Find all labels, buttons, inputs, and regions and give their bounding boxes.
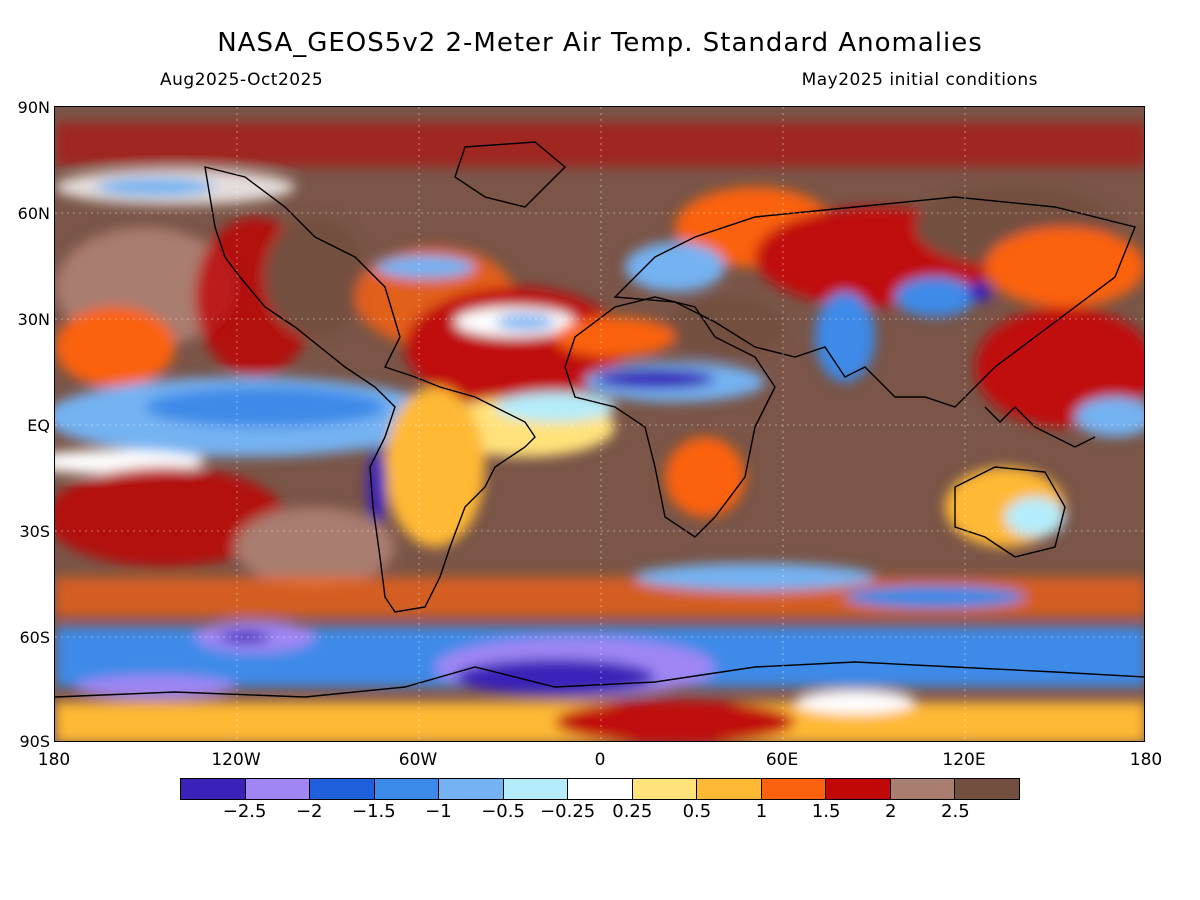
colorbar-label: 1.5	[811, 801, 841, 822]
colorbar-box	[632, 779, 698, 799]
lat-label-eq: EQ	[27, 416, 50, 435]
coastlines	[55, 141, 1144, 698]
colorbar-label: 0.5	[682, 801, 712, 822]
colorbar-box	[697, 779, 762, 799]
colorbar-label: −2.5	[222, 801, 267, 822]
lat-label-90s: 90S	[19, 732, 50, 751]
colorbar-label: −1	[425, 801, 452, 822]
colorbar-box	[245, 779, 311, 799]
colorbar-box	[503, 779, 569, 799]
colorbar-box	[890, 779, 956, 799]
chart-title: NASA_GEOS5v2 2-Meter Air Temp. Standard …	[217, 28, 983, 58]
lon-label-60w: 60W	[398, 750, 438, 770]
lat-label-30s: 30S	[19, 522, 50, 541]
lon-label-120w: 120W	[211, 750, 261, 770]
anomaly-field	[55, 122, 1144, 741]
lat-label-60n: 60N	[17, 204, 50, 223]
colorbar-box	[310, 779, 375, 799]
colorbar-label: 0.25	[612, 801, 653, 822]
colorbar-box	[181, 779, 246, 799]
colorbar-box	[761, 779, 827, 799]
colorbar-box	[568, 779, 633, 799]
colorbar-box	[374, 779, 440, 799]
colorbar-label: 2.5	[941, 801, 970, 822]
lat-label-90n: 90N	[17, 98, 50, 117]
anomaly-map-canvas	[55, 107, 1144, 741]
lon-label-0: 0	[594, 750, 606, 770]
colorbar	[180, 778, 1020, 800]
initial-conditions: May2025 initial conditions	[801, 70, 1038, 90]
lon-label-180w: 180	[37, 750, 71, 770]
anomaly-map	[54, 106, 1145, 742]
lon-label-180e: 180	[1129, 750, 1163, 770]
colorbar-box	[826, 779, 891, 799]
lat-label-30n: 30N	[17, 310, 50, 329]
colorbar-label: 2	[885, 801, 897, 822]
colorbar-box	[439, 779, 504, 799]
colorbar-label: −0.5	[481, 801, 525, 822]
colorbar-box	[955, 779, 1019, 799]
forecast-period: Aug2025-Oct2025	[160, 70, 324, 90]
colorbar-label: −2	[295, 801, 323, 822]
graticule	[55, 107, 1144, 741]
lon-label-120e: 120E	[942, 750, 986, 770]
lon-label-60e: 60E	[765, 750, 799, 770]
lat-label-60s: 60S	[19, 628, 50, 647]
colorbar-label: −0.25	[540, 801, 596, 822]
colorbar-label: 1	[755, 801, 768, 822]
colorbar-label: −1.5	[351, 801, 396, 822]
